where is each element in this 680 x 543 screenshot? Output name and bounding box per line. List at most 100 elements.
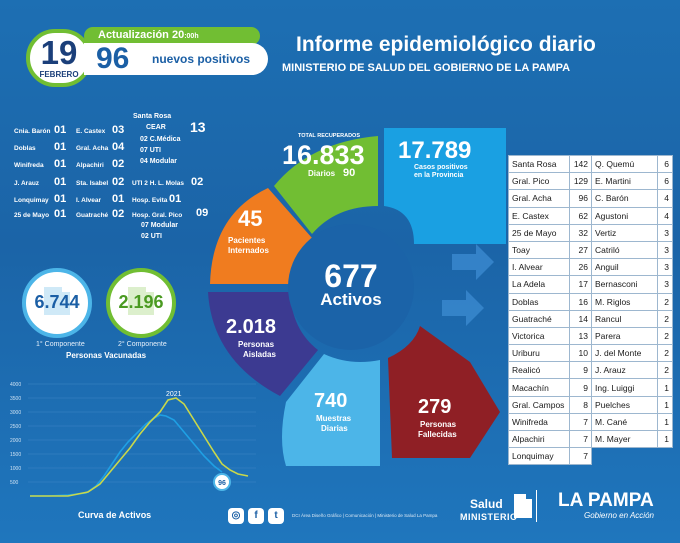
new-positives-label: nuevos positivos: [152, 52, 251, 66]
active-value: 677: [324, 258, 378, 294]
table-cell-name: Santa Rosa: [507, 154, 571, 174]
table-cell-name: Gral. Acha: [507, 189, 571, 208]
table-cell-count: 10: [569, 344, 592, 363]
santa-rosa-line: 07 UTI: [140, 147, 162, 154]
table-cell-count: 16: [569, 292, 592, 311]
table-row: M. Riglos 2: [590, 292, 673, 311]
curve-end-label: 96: [218, 480, 226, 487]
positives-label-1: Casos positivos: [414, 164, 468, 171]
la-pampa-map-icon: [128, 287, 154, 315]
locality-count: 02: [112, 176, 125, 188]
table-cell-name: M. Mayer: [590, 429, 659, 449]
credit-text: DCI Área Diseño Gráfico | Comunicación |…: [292, 513, 438, 518]
santa-rosa-cear-count: 13: [190, 119, 206, 135]
curve-end-badge: [213, 473, 231, 491]
locality-name: E. Castex: [76, 128, 106, 135]
locality-name: Gral. Acha: [76, 145, 109, 152]
locality-count: 02: [112, 158, 125, 170]
table-cell-count: 2: [657, 292, 673, 311]
santa-rosa-cear: CEAR: [146, 124, 166, 131]
isolated-label-1: Personas: [238, 340, 275, 349]
arrow-icon: [452, 244, 494, 280]
table-cell-name: Winifreda: [507, 412, 571, 432]
salud-logo-text: Salud: [470, 497, 503, 511]
vaccine-second-label: 2° Componente: [118, 341, 167, 348]
locality-name: Cnia. Barón: [14, 128, 51, 135]
table-row: Gral. Acha 96: [507, 189, 592, 208]
table-row: Parera 2: [590, 326, 673, 346]
ministerio-logo-text: MINISTERIO: [460, 512, 518, 522]
localities-table-right: Q. Quemú 6 E. Martini 6 C. Barón 4 Agustoni 4 Ve…: [590, 154, 673, 449]
table-cell-count: 2: [657, 344, 673, 363]
page-subtitle: MINISTERIO DE SALUD DEL GOBIERNO DE LA P…: [282, 62, 571, 74]
facebook-icon[interactable]: f: [248, 508, 264, 524]
table-cell-name: Puelches: [590, 395, 659, 414]
recovered-label: TOTAL RECUPERADOS: [297, 133, 361, 139]
table-cell-count: 6: [657, 154, 673, 174]
table-row: Santa Rosa 142: [507, 154, 592, 174]
table-cell-count: 7: [569, 412, 592, 432]
table-cell-count: 27: [569, 240, 592, 260]
interned-label-1: Pacientes: [228, 236, 266, 245]
samples-segment: [282, 354, 380, 466]
table-row: Doblas 16: [507, 292, 592, 311]
uti-molas-count: 02: [191, 176, 204, 188]
table-cell-name: Agustoni: [590, 206, 659, 225]
table-cell-count: 62: [569, 206, 592, 225]
table-cell-name: Anguil: [590, 258, 659, 277]
table-cell-count: 3: [657, 240, 673, 260]
table-row: M. Mayer 1: [590, 429, 673, 449]
la-pampa-map-icon: [44, 287, 70, 315]
santa-rosa-title: Santa Rosa: [133, 113, 172, 120]
uti-molas-label: UTI 2 H. L. Molas: [132, 180, 185, 187]
isolated-value: 2.018: [226, 316, 277, 338]
instagram-icon[interactable]: ◎: [228, 508, 244, 524]
update-label: Actualización 20:00h: [98, 29, 199, 41]
logo-divider: [536, 490, 537, 522]
locality-name: Sta. Isabel: [76, 180, 109, 187]
table-cell-count: 1: [657, 378, 673, 397]
table-row: J. Arauz 2: [590, 361, 673, 380]
active-label: Activos: [320, 290, 382, 309]
status-donut: [208, 128, 506, 466]
new-positives-bar: 96 nuevos positivos: [84, 42, 268, 75]
locality-name: Alpachiri: [76, 162, 104, 169]
table-cell-name: Lonquimay: [507, 447, 571, 466]
table-row: E. Castex 62: [507, 206, 592, 225]
table-cell-count: 142: [569, 154, 592, 174]
table-cell-name: Guatraché: [507, 309, 571, 328]
table-row: M. Cané 1: [590, 412, 673, 432]
locality-name: Winifreda: [14, 162, 44, 169]
curve-y-tick: 500: [10, 480, 19, 486]
curve-y-tick: 1500: [10, 452, 21, 458]
vaccine-first-value: 6.744: [34, 292, 80, 312]
interned-segment: [210, 188, 312, 284]
table-cell-name: Uriburu: [507, 344, 571, 363]
deceased-segment: [388, 326, 500, 458]
table-row: E. Martini 6: [590, 172, 673, 191]
table-row: Gral. Campos 8: [507, 395, 592, 414]
locality-count: 01: [54, 193, 67, 205]
curve-y-tick: 2500: [10, 424, 21, 430]
locality-count: 01: [54, 141, 67, 153]
santa-rosa-line: 02 C.Médica: [140, 136, 181, 143]
table-row: Vertiz 3: [590, 223, 673, 242]
locality-count: 01: [112, 193, 125, 205]
table-cell-name: J. del Monte: [590, 344, 659, 363]
curve-title: Curva de Activos: [78, 510, 152, 520]
date-month: FEBRERO: [39, 70, 79, 79]
table-cell-count: 6: [657, 172, 673, 191]
table-row: Rancul 2: [590, 309, 673, 328]
twitter-icon[interactable]: t: [268, 508, 284, 524]
update-bar: Actualización 20:00h: [84, 27, 260, 45]
locality-name: J. Arauz: [14, 180, 40, 187]
table-cell-name: Toay: [507, 240, 571, 260]
locality-count: 02: [112, 208, 125, 220]
table-row: Realicó 9: [507, 361, 592, 380]
table-row: Bernasconi 3: [590, 275, 673, 294]
table-cell-name: I. Alvear: [507, 258, 571, 277]
table-cell-count: 2: [657, 326, 673, 346]
arrow-icon: [442, 290, 484, 326]
vaccine-second-circle: 2.196: [106, 268, 176, 338]
